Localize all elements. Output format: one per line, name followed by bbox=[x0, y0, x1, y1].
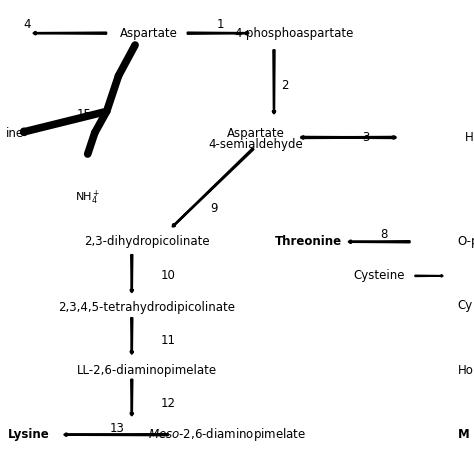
Text: 2,3-dihydropicolinate: 2,3-dihydropicolinate bbox=[84, 235, 210, 248]
Text: 9: 9 bbox=[210, 202, 218, 215]
Text: H: H bbox=[465, 131, 473, 144]
Text: Aspartate: Aspartate bbox=[227, 127, 285, 140]
Text: O-phe: O-phe bbox=[457, 235, 474, 248]
Text: $\it{Meso}$-2,6-diaminopimelate: $\it{Meso}$-2,6-diaminopimelate bbox=[148, 426, 307, 443]
Text: 13: 13 bbox=[110, 421, 125, 435]
Text: 11: 11 bbox=[161, 334, 176, 347]
Text: 15: 15 bbox=[77, 108, 92, 121]
Text: 2: 2 bbox=[281, 79, 288, 92]
Text: 12: 12 bbox=[161, 397, 176, 410]
Text: Cy: Cy bbox=[457, 299, 473, 312]
Text: 4-phosphoaspartate: 4-phosphoaspartate bbox=[234, 27, 354, 40]
Text: Aspartate: Aspartate bbox=[120, 27, 178, 40]
Text: 2,3,4,5-tetrahydrodipicolinate: 2,3,4,5-tetrahydrodipicolinate bbox=[58, 301, 236, 314]
Text: Lysine: Lysine bbox=[8, 428, 49, 441]
Text: 3: 3 bbox=[362, 131, 370, 144]
Text: Ho: Ho bbox=[457, 364, 473, 377]
Text: LL-2,6-diaminopimelate: LL-2,6-diaminopimelate bbox=[77, 364, 217, 377]
Text: 8: 8 bbox=[380, 228, 388, 241]
Text: 4-semialdehyde: 4-semialdehyde bbox=[209, 138, 303, 151]
Text: ine: ine bbox=[6, 127, 24, 140]
Text: 10: 10 bbox=[161, 269, 176, 283]
Text: Cysteine: Cysteine bbox=[354, 269, 405, 283]
Text: 4: 4 bbox=[24, 18, 31, 31]
Text: NH$_4^+$: NH$_4^+$ bbox=[75, 189, 100, 207]
Text: M: M bbox=[457, 428, 469, 441]
Text: Threonine: Threonine bbox=[274, 235, 342, 248]
Text: 1: 1 bbox=[217, 18, 224, 31]
